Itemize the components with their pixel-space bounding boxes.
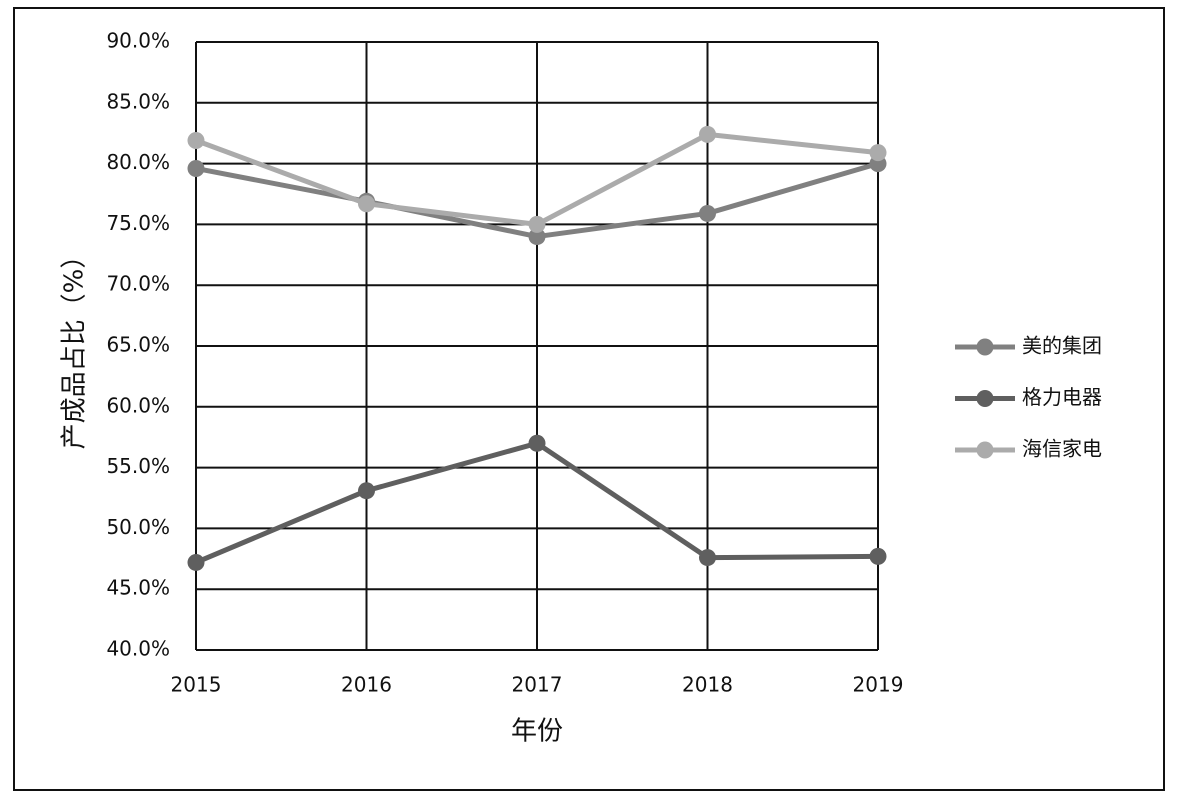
y-axis-title: 产成品占比（%） — [60, 243, 90, 450]
y-tick-label: 90.0% — [106, 29, 170, 53]
data-point — [358, 482, 375, 500]
y-tick-label: 80.0% — [106, 150, 170, 174]
y-tick-label: 45.0% — [106, 576, 170, 600]
legend-swatch-dot — [976, 441, 994, 459]
data-point — [869, 144, 887, 162]
y-tick-label: 75.0% — [106, 211, 170, 235]
data-point — [699, 204, 716, 222]
y-tick-label: 40.0% — [106, 637, 170, 661]
data-point — [187, 159, 205, 177]
data-point — [528, 228, 546, 246]
data-point — [187, 131, 205, 149]
legend-label: 格力电器 — [1022, 385, 1102, 409]
legend-label: 美的集团 — [1022, 334, 1102, 358]
data-point — [187, 553, 205, 571]
data-point — [528, 215, 546, 233]
y-tick-label: 70.0% — [106, 272, 170, 296]
x-tick-label: 2018 — [682, 673, 733, 697]
x-tick-label: 2015 — [171, 673, 222, 697]
data-point — [869, 547, 887, 565]
y-tick-label: 60.0% — [106, 393, 170, 417]
y-tick-label: 65.0% — [106, 333, 170, 357]
x-tick-label: 2016 — [341, 673, 392, 697]
data-point — [699, 549, 716, 567]
y-tick-label: 50.0% — [106, 515, 170, 539]
data-point — [528, 434, 546, 452]
x-tick-label: 2019 — [853, 673, 904, 697]
y-tick-label: 85.0% — [106, 89, 170, 113]
data-point — [358, 195, 375, 213]
legend-swatch-dot — [976, 338, 994, 356]
x-tick-label: 2017 — [512, 673, 563, 697]
legend-label: 海信家电 — [1022, 437, 1102, 461]
y-tick-label: 55.0% — [106, 454, 170, 478]
legend-swatch-dot — [976, 390, 994, 407]
x-axis-title: 年份 — [511, 717, 563, 747]
data-point — [699, 125, 716, 143]
